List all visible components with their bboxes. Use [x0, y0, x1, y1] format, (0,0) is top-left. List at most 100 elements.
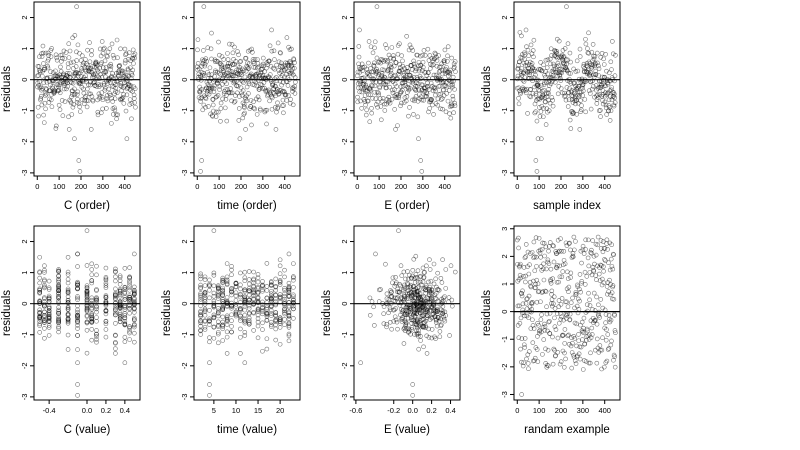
- data-point: [211, 315, 217, 321]
- data-point: [359, 106, 364, 111]
- data-point: [434, 309, 440, 315]
- data-point: [524, 356, 529, 362]
- data-point: [537, 105, 542, 110]
- data-point: [526, 62, 532, 67]
- data-point: [260, 61, 266, 67]
- data-point: [546, 87, 551, 92]
- data-point: [282, 291, 287, 297]
- data-point: [275, 40, 281, 46]
- data-point: [441, 295, 446, 301]
- data-point: [108, 67, 113, 72]
- data-point: [529, 249, 535, 255]
- data-point: [79, 84, 85, 90]
- data-point: [570, 340, 575, 346]
- data-point: [71, 92, 77, 98]
- data-point: [555, 60, 561, 66]
- data-point: [269, 27, 274, 33]
- data-point: [42, 318, 47, 324]
- data-point: [284, 72, 289, 77]
- data-point: [220, 307, 226, 312]
- data-point: [548, 81, 554, 87]
- data-point: [267, 98, 272, 104]
- data-point: [251, 99, 256, 105]
- data-point: [545, 71, 550, 77]
- data-point: [89, 337, 95, 343]
- data-point: [105, 54, 110, 59]
- data-point: [53, 68, 58, 74]
- data-point: [558, 86, 564, 91]
- data-point: [540, 352, 545, 357]
- data-point: [89, 305, 95, 311]
- data-point: [365, 98, 371, 104]
- data-point: [122, 297, 128, 302]
- data-point: [215, 308, 221, 314]
- data-point: [551, 243, 556, 249]
- data-point: [85, 86, 90, 92]
- y-tick-label: -2: [180, 138, 189, 145]
- data-point: [577, 127, 583, 132]
- data-point: [132, 310, 137, 315]
- data-point: [436, 91, 442, 97]
- data-point: [42, 278, 47, 284]
- data-point: [251, 302, 256, 307]
- data-point: [198, 273, 203, 279]
- data-point: [605, 91, 610, 96]
- x-axis-title: C (order): [64, 200, 110, 212]
- data-point: [441, 317, 447, 322]
- data-point: [372, 323, 377, 328]
- data-point: [554, 54, 559, 60]
- data-point: [438, 97, 444, 102]
- data-point: [386, 300, 392, 306]
- data-point: [277, 282, 283, 287]
- data-point: [282, 274, 287, 280]
- data-point: [411, 312, 416, 317]
- y-tick-label: -2: [20, 138, 29, 145]
- data-point: [84, 306, 90, 312]
- data-point: [591, 290, 597, 296]
- data-point: [221, 57, 227, 62]
- data-point: [540, 266, 546, 272]
- data-point: [291, 57, 297, 63]
- data-point: [271, 48, 277, 54]
- data-point: [598, 114, 603, 119]
- data-point: [84, 327, 90, 333]
- y-tick-label: -2: [180, 362, 189, 369]
- data-point: [132, 305, 137, 311]
- data-point: [224, 118, 230, 124]
- data-point: [98, 53, 104, 59]
- x-tick-label: 300: [97, 182, 110, 191]
- data-point: [75, 307, 80, 313]
- x-tick-label: 0.4: [120, 406, 130, 415]
- data-point: [291, 277, 296, 283]
- data-point: [558, 69, 563, 75]
- data-point: [89, 52, 94, 58]
- data-point: [373, 251, 378, 257]
- data-point: [56, 283, 61, 289]
- data-point: [94, 303, 99, 309]
- data-point: [246, 286, 252, 291]
- data-point: [603, 337, 609, 343]
- data-point: [412, 332, 417, 337]
- data-point: [127, 326, 132, 331]
- data-point: [592, 318, 598, 324]
- data-point: [251, 269, 256, 275]
- data-point: [273, 326, 279, 332]
- data-point: [71, 66, 76, 71]
- data-point: [284, 98, 289, 103]
- data-point: [220, 304, 226, 310]
- data-point: [45, 58, 51, 64]
- data-point: [246, 269, 252, 274]
- data-point: [78, 109, 83, 114]
- data-point: [549, 303, 555, 309]
- data-point: [523, 90, 529, 96]
- data-point: [413, 328, 419, 333]
- data-point: [283, 93, 288, 98]
- data-point: [528, 94, 534, 100]
- data-point: [274, 62, 279, 68]
- data-point: [229, 304, 234, 309]
- data-point: [410, 48, 416, 53]
- data-point: [416, 328, 421, 333]
- data-point: [237, 59, 243, 65]
- data-point: [575, 296, 581, 302]
- data-point: [531, 54, 536, 60]
